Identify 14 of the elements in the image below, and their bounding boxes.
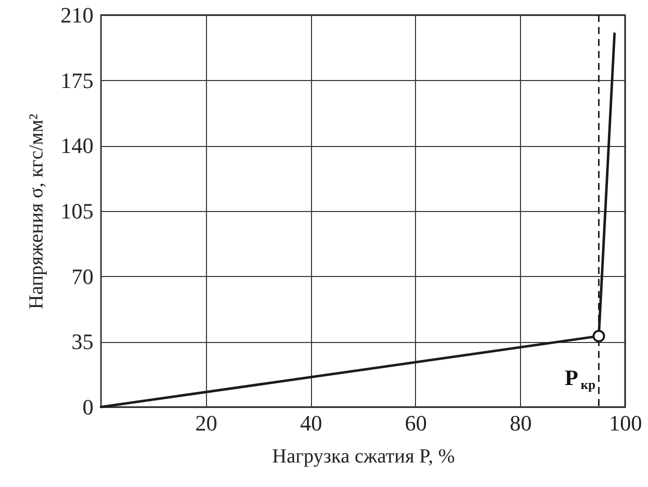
x-tick-label: 100 bbox=[609, 410, 642, 436]
y-tick-label: 105 bbox=[60, 198, 94, 224]
y-tick-label: 210 bbox=[60, 2, 94, 28]
y-tick-label: 35 bbox=[72, 329, 94, 354]
y-tick-label: 175 bbox=[60, 68, 94, 93]
x-tick-label: 60 bbox=[404, 410, 427, 436]
y-tick-label: 70 bbox=[72, 264, 94, 289]
x-tick-label: 80 bbox=[510, 410, 532, 436]
y-tick-label: 140 bbox=[60, 133, 94, 158]
x-axis-title: Нагрузка сжатия P, % bbox=[272, 446, 455, 468]
x-tick-label: 40 bbox=[300, 410, 322, 436]
y-tick-label: 0 bbox=[82, 394, 94, 420]
y-axis-title: Напряжения σ, кгс/мм² bbox=[26, 114, 48, 310]
x-tick-label: 20 bbox=[195, 410, 218, 436]
